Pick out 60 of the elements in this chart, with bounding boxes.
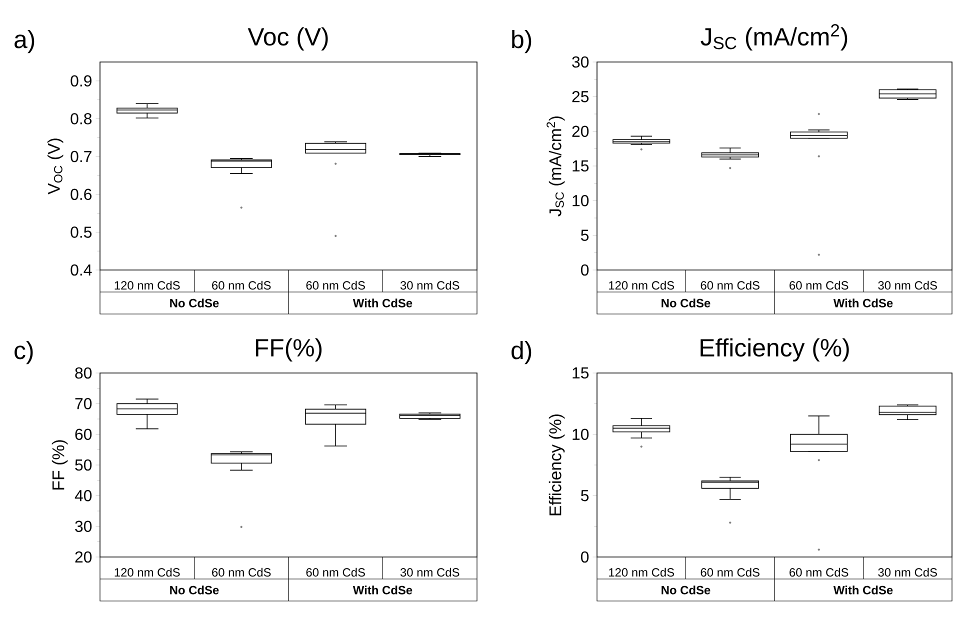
x-tick-label: 120 nm CdS — [114, 568, 180, 577]
y-tick-label: 50 — [75, 459, 92, 471]
y-tick-label: 5 — [581, 230, 589, 241]
y-tick-label: 30 — [572, 56, 589, 68]
text: No CdSe — [170, 298, 219, 308]
x-tick-label: 60 nm CdS — [790, 280, 848, 290]
x-tick-label: 60 nm CdS — [790, 568, 848, 577]
y-tick-label: 70 — [75, 398, 92, 410]
x-tick-label: 60 nm CdS — [212, 568, 271, 577]
x-tick-label: 120 nm CdS — [114, 280, 180, 290]
x-tick-label: 30 nm CdS — [878, 568, 937, 577]
y-tick-label: 25 — [572, 91, 589, 102]
x-tick-label: 120 nm CdS — [609, 568, 674, 577]
y-tick-label: 40 — [74, 490, 92, 502]
y-axis-title: Efficiency (%) — [548, 414, 565, 516]
chart-title: J$_{SC}$ (mA/cm$^{2}$) — [700, 24, 848, 50]
y-tick-label: 10 — [572, 428, 589, 440]
text: a) — [14, 30, 34, 54]
y-tick-label: 5 — [581, 490, 589, 502]
y-tick-label: 15 — [572, 160, 589, 172]
y-axis-title: V$_{OC}$ (V) — [47, 138, 64, 194]
text: b) — [512, 30, 532, 54]
x-tick-label: 60 nm CdS — [212, 280, 271, 290]
y-tick-label: 0.4 — [70, 264, 92, 276]
y-tick-label: 20 — [572, 126, 589, 137]
y-tick-label: 0.8 — [70, 113, 92, 124]
x-tick-label: 30 nm CdS — [878, 280, 937, 290]
y-tick-label: 15 — [572, 367, 589, 379]
y-axis-title: J$_{SC}$ (mA/cm$^{2}$) — [546, 116, 565, 216]
chart-title: Voc (V) — [248, 27, 328, 50]
y-tick-label: 30 — [75, 520, 92, 532]
x-tick-label: 30 nm CdS — [400, 280, 460, 290]
x-tick-label: 30 nm CdS — [400, 568, 460, 577]
y-tick-label: 0.6 — [70, 188, 92, 200]
y-tick-label: 0 — [580, 551, 589, 563]
text: With CdSe — [352, 298, 412, 308]
text: No CdSe — [662, 586, 710, 594]
x-tick-label: 60 nm CdS — [700, 280, 760, 290]
chart-title: FF(%) — [256, 338, 322, 362]
y-tick-label: 20 — [75, 551, 92, 563]
y-tick-label: 0.9 — [70, 75, 92, 87]
y-tick-label: 10 — [572, 195, 589, 206]
text: No CdSe — [662, 298, 710, 308]
text: d) — [512, 340, 532, 364]
text: With CdSe — [833, 586, 893, 594]
x-tick-label: 120 nm CdS — [609, 280, 674, 290]
y-tick-label: 60 — [75, 428, 92, 440]
text: c) — [14, 340, 33, 364]
y-tick-label: 0.5 — [70, 226, 92, 238]
x-tick-label: 60 nm CdS — [306, 568, 365, 577]
chart-title: Efficiency (%) — [700, 338, 849, 362]
y-tick-label: 0.7 — [70, 150, 92, 162]
y-tick-label: 0 — [580, 264, 589, 276]
y-tick-label: 80 — [75, 367, 92, 379]
y-axis-title: FF (%) — [52, 440, 68, 490]
text: With CdSe — [833, 298, 893, 308]
text: With CdSe — [352, 586, 412, 594]
x-tick-label: 60 nm CdS — [306, 280, 365, 290]
x-tick-label: 60 nm CdS — [700, 568, 760, 577]
text: No CdSe — [170, 586, 219, 594]
